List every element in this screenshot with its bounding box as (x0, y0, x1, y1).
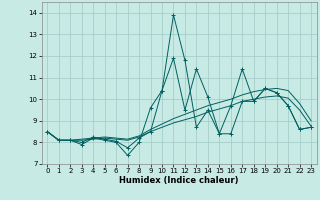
X-axis label: Humidex (Indice chaleur): Humidex (Indice chaleur) (119, 176, 239, 185)
